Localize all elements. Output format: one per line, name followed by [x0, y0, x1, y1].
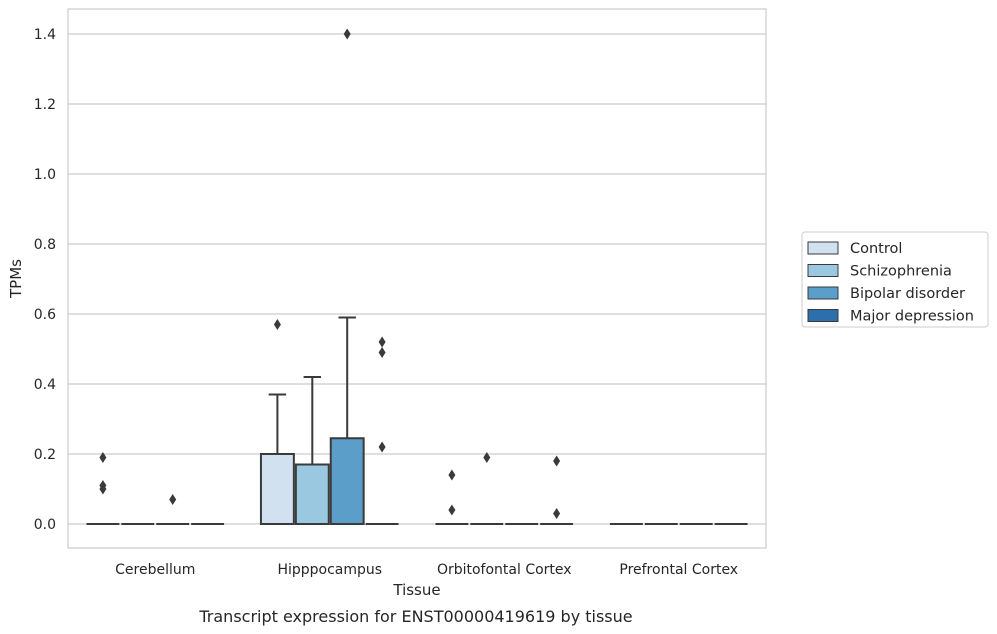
- y-tick-label: 0.4: [34, 377, 56, 393]
- plot-area: [67, 8, 767, 549]
- outlier-point: [553, 455, 561, 467]
- legend-swatch: [807, 309, 839, 322]
- box-body: [329, 437, 365, 525]
- outlier-point: [343, 28, 351, 40]
- chart-caption: Transcript expression for ENST0000041961…: [198, 607, 632, 626]
- legend: Control Schizophrenia Bipolar disorder Majo…: [801, 231, 989, 328]
- box-0-2: [435, 469, 469, 525]
- outlier-point: [378, 336, 386, 348]
- y-tick-label: 0.2: [34, 447, 56, 463]
- outlier-point: [378, 441, 386, 453]
- x-axis-label: Tissue: [392, 581, 440, 599]
- legend-swatch: [807, 264, 839, 277]
- x-tick-label: Orbitofontal Cortex: [437, 562, 572, 578]
- y-tick-label: 1.2: [34, 97, 56, 113]
- box-2-1: [329, 28, 365, 525]
- boxes-layer: [86, 28, 748, 525]
- box-3-1: [365, 336, 399, 525]
- y-axis-label: TPMs: [7, 259, 25, 299]
- legend-label: Bipolar disorder: [850, 286, 965, 302]
- y-tick-label: 1.4: [34, 27, 56, 43]
- box-2-0: [156, 494, 190, 525]
- outlier-point: [273, 319, 281, 330]
- outlier-point: [448, 469, 456, 481]
- y-tick-label: 0.6: [34, 307, 56, 323]
- box-0-1: [259, 319, 295, 525]
- box-3-2: [540, 455, 574, 525]
- y-axis-ticks: 0.0 0.2 0.4 0.6 0.8 1.0 1.2 1.4: [34, 27, 56, 533]
- outlier-point: [99, 452, 107, 463]
- legend-label: Schizophrenia: [850, 264, 952, 280]
- outlier-point: [378, 347, 386, 358]
- x-axis-ticks: Cerebellum Hipppocampus Orbitofontal Corte…: [115, 562, 738, 578]
- box-0-0: [86, 452, 120, 525]
- outlier-point: [169, 494, 177, 505]
- x-tick-label: Prefrontal Cortex: [619, 562, 738, 578]
- box-body: [259, 453, 295, 525]
- outlier-point: [448, 504, 456, 516]
- legend-swatch: [807, 241, 839, 255]
- box-1-2: [470, 452, 504, 525]
- y-tick-label: 0.0: [34, 517, 56, 533]
- gridlines: [68, 33, 766, 525]
- x-tick-label: Hipppocampus: [277, 562, 382, 578]
- outlier-point: [483, 452, 491, 463]
- outlier-point: [99, 480, 107, 491]
- legend-label: Control: [850, 241, 902, 257]
- legend-swatch: [807, 286, 839, 300]
- legend-frame: [801, 231, 989, 328]
- box-body: [294, 463, 330, 525]
- y-tick-label: 1.0: [34, 167, 56, 183]
- y-tick-label: 0.8: [34, 237, 56, 253]
- x-tick-label: Cerebellum: [115, 562, 195, 578]
- legend-label: Major depression: [850, 309, 974, 325]
- box-1-1: [294, 376, 330, 525]
- outlier-point: [553, 508, 561, 519]
